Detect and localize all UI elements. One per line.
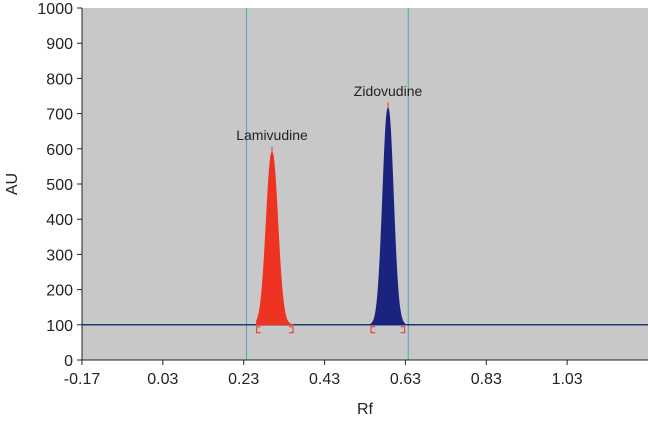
- x-axis-title: Rf: [357, 401, 374, 418]
- x-tick-label: 0.63: [390, 371, 421, 388]
- integration-mark: [289, 326, 294, 334]
- y-tick-label: 1000: [37, 1, 73, 18]
- peak-lamivudine: [256, 151, 294, 326]
- x-tick-label: 0.83: [471, 371, 502, 388]
- y-tick-label: 700: [46, 107, 73, 124]
- x-tick-label: 0.23: [228, 371, 259, 388]
- y-tick-label: 300: [46, 247, 73, 264]
- integration-mark: [256, 326, 261, 334]
- x-tick-label: -0.17: [64, 371, 101, 388]
- integration-mark: [400, 326, 406, 334]
- y-tick-label: 900: [46, 36, 73, 53]
- peak-zidovudine: [370, 107, 406, 326]
- peak-label: Lamivudine: [236, 127, 308, 143]
- y-tick-label: 800: [46, 71, 73, 88]
- x-tick-label: 1.03: [552, 371, 583, 388]
- y-tick-label: 0: [64, 353, 73, 370]
- x-tick-label: 0.43: [309, 371, 340, 388]
- y-tick-label: 500: [46, 177, 73, 194]
- y-tick-label: 100: [46, 318, 73, 335]
- peak-label: Zidovudine: [354, 83, 423, 99]
- y-axis-title: AU: [4, 173, 21, 195]
- y-tick-label: 600: [46, 142, 73, 159]
- y-tick-label: 400: [46, 212, 73, 229]
- integration-mark: [370, 326, 376, 334]
- plot-area: [82, 8, 648, 360]
- y-tick-label: 200: [46, 283, 73, 300]
- x-tick-label: 0.03: [147, 371, 178, 388]
